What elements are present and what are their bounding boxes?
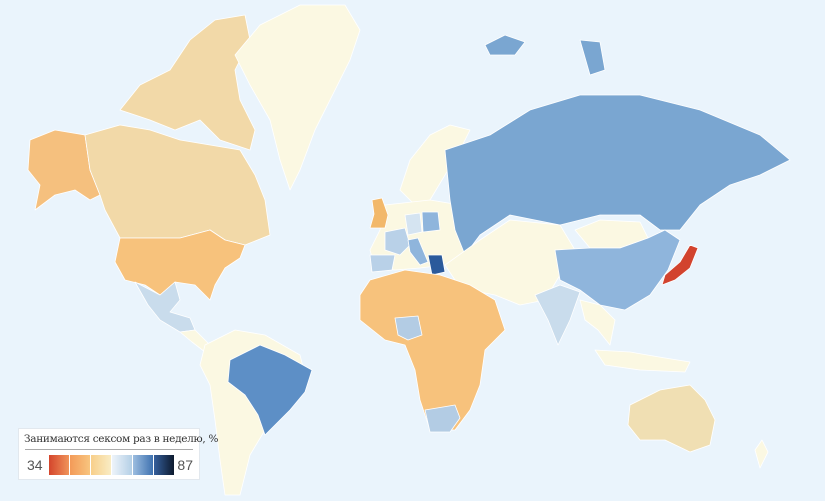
country-canada-islands[interactable] xyxy=(119,14,256,151)
legend-divider xyxy=(25,449,193,450)
legend-title: Занимаются сексом раз в неделю, % xyxy=(24,433,219,445)
map-legend: Занимаются сексом раз в неделю, % 34 87 xyxy=(18,428,218,480)
country-mexico[interactable] xyxy=(134,281,196,333)
country-japan[interactable] xyxy=(661,244,699,286)
country-africa[interactable] xyxy=(359,269,506,431)
country-united-states[interactable] xyxy=(114,229,246,301)
country-south-africa[interactable] xyxy=(424,404,461,433)
legend-swatch xyxy=(49,455,69,475)
legend-swatch xyxy=(70,455,90,475)
country-germany[interactable] xyxy=(404,212,423,236)
legend-color-scale xyxy=(49,455,175,475)
country-arctic-islands[interactable] xyxy=(484,34,606,76)
country-southeast-asia[interactable] xyxy=(579,299,616,346)
country-united-kingdom[interactable] xyxy=(369,197,389,229)
legend-swatch xyxy=(91,455,111,475)
country-india[interactable] xyxy=(534,284,581,346)
legend-min-value: 34 xyxy=(27,457,43,473)
country-new-zealand[interactable] xyxy=(754,439,769,469)
country-spain[interactable] xyxy=(369,254,396,273)
country-canada[interactable] xyxy=(84,124,271,246)
country-greenland[interactable] xyxy=(234,4,361,191)
country-france[interactable] xyxy=(384,227,411,256)
country-china[interactable] xyxy=(554,229,681,311)
legend-max-value: 87 xyxy=(177,457,193,473)
legend-swatch xyxy=(112,455,132,475)
country-australia[interactable] xyxy=(627,384,716,453)
country-brazil[interactable] xyxy=(227,344,313,436)
country-alaska[interactable] xyxy=(27,129,101,211)
country-greece[interactable] xyxy=(427,254,446,276)
country-poland[interactable] xyxy=(421,211,441,233)
country-indonesia[interactable] xyxy=(594,349,691,373)
country-nigeria[interactable] xyxy=(394,315,423,341)
legend-swatch xyxy=(133,455,153,475)
legend-swatch xyxy=(154,455,174,475)
country-italy[interactable] xyxy=(407,237,429,266)
